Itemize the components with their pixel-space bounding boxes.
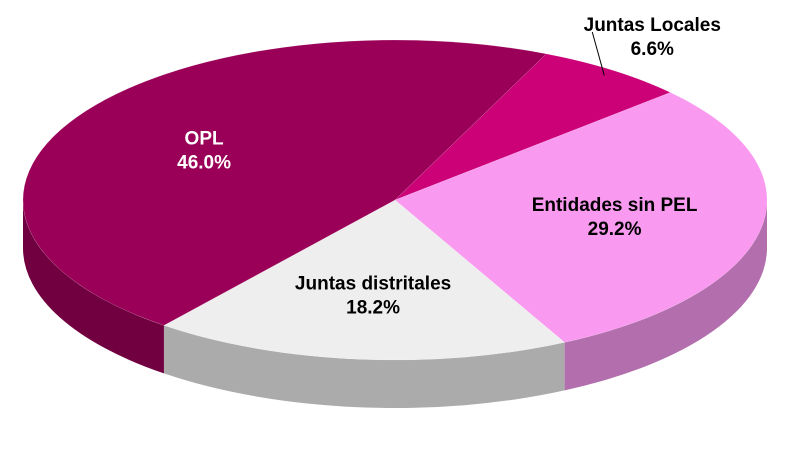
value-label: 18.2% (346, 298, 400, 319)
slice (22, 39, 547, 326)
slice-label: Entidades sin PEL (532, 195, 698, 216)
value-label: 46.0% (177, 152, 231, 173)
slice-label: OPL (185, 128, 224, 149)
slice (394, 92, 768, 343)
value-label: 6.6% (631, 39, 674, 60)
slice (163, 199, 566, 361)
leader-line (591, 31, 605, 76)
slice-label: Juntas Locales (584, 15, 721, 36)
slice-label: Juntas distritales (295, 274, 451, 295)
slice (394, 53, 672, 201)
slice-side (23, 200, 164, 374)
slice-side (564, 200, 767, 391)
slice-side (163, 325, 565, 409)
value-label: 29.2% (588, 219, 642, 240)
